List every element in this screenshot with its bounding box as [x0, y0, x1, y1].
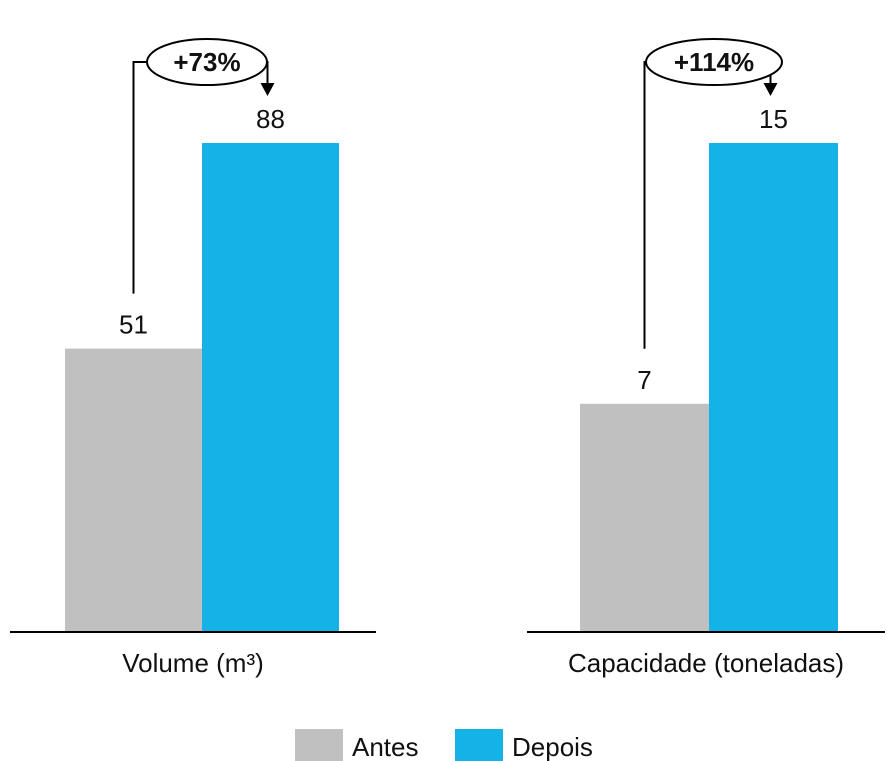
bar-depois: [709, 143, 838, 632]
chart-panel-2: 7 15 Capacidade (toneladas) +114%: [527, 38, 885, 678]
legend-label-antes: Antes: [352, 732, 419, 761]
bar-depois: [202, 143, 339, 632]
data-label-antes: 51: [119, 310, 148, 340]
growth-annotation: +73%: [132, 38, 275, 294]
legend-swatch-antes: [295, 729, 343, 761]
bar-antes: [65, 348, 202, 632]
growth-ellipse: [146, 38, 268, 86]
growth-percent-label: +73%: [173, 47, 240, 77]
data-label-depois: 15: [759, 104, 788, 134]
category-label: Capacidade (toneladas): [568, 648, 844, 678]
chart-panel-1: 51 88 Volume (m³) +73%: [10, 38, 376, 678]
data-label-depois: 88: [256, 104, 285, 134]
category-label: Volume (m³): [122, 648, 264, 678]
legend: Antes Depois: [295, 729, 593, 761]
data-label-antes: 7: [637, 365, 651, 395]
growth-ellipse: [645, 38, 783, 86]
growth-percent-label: +114%: [674, 47, 754, 77]
legend-swatch-depois: [455, 729, 503, 761]
bar-antes: [580, 403, 709, 632]
chart-panels: 51 88 Volume (m³) +73% 7 15 Capacidade (tonela…: [10, 38, 885, 678]
growth-annotation: +114%: [643, 38, 783, 349]
arrow-down-icon: [260, 83, 275, 96]
arrow-down-icon: [763, 83, 778, 96]
legend-label-depois: Depois: [512, 732, 593, 761]
